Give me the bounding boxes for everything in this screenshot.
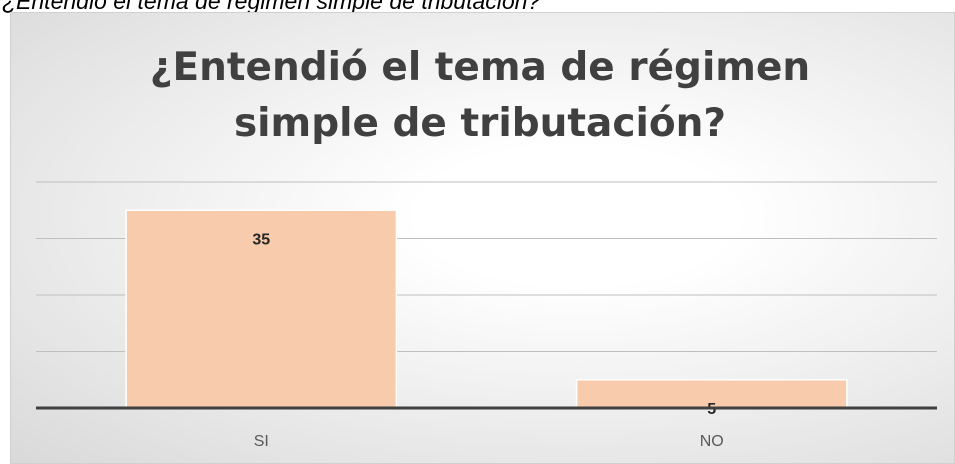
bar [125, 209, 398, 409]
caption: ¿Entendió el tema de régimen simple de t… [2, 0, 541, 14]
chart-title: ¿Entendió el tema de régimen simple de t… [149, 45, 811, 146]
data-label: 35 [252, 231, 270, 248]
x-tick-label: SI [254, 433, 269, 450]
x-tick-label: NO [700, 433, 724, 450]
bar [575, 379, 848, 409]
